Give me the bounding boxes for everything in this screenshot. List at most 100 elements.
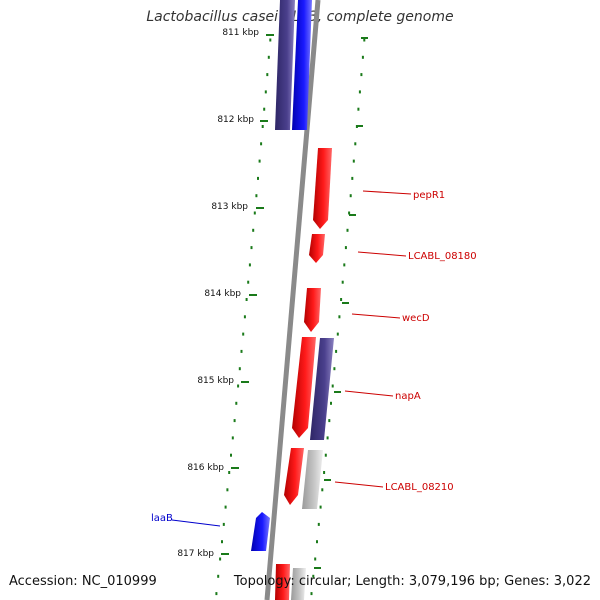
genome-summary-text: Topology: circular; Length: 3,079,196 bp… bbox=[233, 574, 591, 589]
label-line-LCABL_08180 bbox=[357, 251, 407, 257]
minor-tick-dot bbox=[335, 349, 338, 353]
ruler-label-815: 815 kbp bbox=[197, 376, 234, 386]
gene-pepR1[interactable] bbox=[313, 148, 332, 229]
label-line-laaB bbox=[171, 519, 221, 527]
minor-tick-dot bbox=[242, 332, 245, 336]
minor-tick-dot bbox=[257, 176, 259, 180]
feature-gray-LCABL_08210[interactable] bbox=[302, 450, 323, 509]
minor-tick-dot bbox=[360, 73, 363, 77]
minor-tick-dot bbox=[243, 315, 246, 319]
minor-tick-dot bbox=[226, 488, 229, 492]
minor-tick-dot bbox=[336, 332, 339, 336]
minor-tick-dot bbox=[260, 142, 263, 146]
minor-tick-dot bbox=[314, 557, 317, 561]
label-line-wecD bbox=[351, 313, 401, 319]
minor-tick-dot bbox=[341, 280, 344, 284]
minor-tick-dot bbox=[338, 315, 341, 319]
minor-tick-dot bbox=[348, 211, 351, 215]
minor-tick-dot bbox=[230, 453, 232, 457]
minor-tick-dot bbox=[310, 592, 313, 596]
minor-tick-dot bbox=[266, 73, 269, 77]
minor-tick-dot bbox=[238, 367, 241, 371]
gene-napA[interactable] bbox=[292, 337, 316, 438]
minor-tick-dot bbox=[340, 298, 343, 301]
ruler-label-813: 813 kbp bbox=[211, 202, 248, 212]
minor-tick-dot bbox=[324, 453, 327, 457]
minor-tick-dot bbox=[317, 522, 320, 526]
minor-tick-dot bbox=[269, 38, 272, 42]
minor-tick-dot bbox=[222, 522, 225, 526]
ruler-major-ticks bbox=[221, 34, 368, 569]
minor-tick-dot bbox=[217, 574, 220, 578]
minor-tick-dot bbox=[235, 401, 238, 405]
minor-tick-dot bbox=[328, 419, 331, 423]
ruler-label-816: 816 kbp bbox=[187, 463, 224, 473]
minor-tick-dot bbox=[354, 142, 357, 146]
minor-tick-dot bbox=[346, 228, 349, 232]
minor-tick-dot bbox=[316, 540, 318, 544]
minor-tick-dot bbox=[233, 419, 236, 423]
ruler-label-814: 814 kbp bbox=[204, 289, 241, 299]
feature-purple-napA[interactable] bbox=[310, 338, 334, 440]
minor-tick-dot bbox=[215, 592, 218, 596]
minor-tick-dot bbox=[363, 38, 366, 42]
gene-label-wecD[interactable]: wecD bbox=[402, 313, 430, 324]
minor-tick-dot bbox=[323, 471, 326, 474]
minor-tick-dot bbox=[351, 176, 354, 180]
minor-tick-dot bbox=[330, 401, 332, 405]
feature-blue-top[interactable] bbox=[292, 0, 312, 130]
minor-tick-dot bbox=[228, 471, 231, 474]
minor-tick-dot bbox=[326, 436, 329, 440]
gene-label-napA[interactable]: napA bbox=[395, 391, 421, 402]
label-line-pepR1 bbox=[362, 190, 412, 195]
genome-backbone bbox=[264, 0, 321, 600]
minor-tick-dot bbox=[247, 280, 250, 284]
minor-tick-dot bbox=[255, 194, 258, 198]
feature-red-bottom[interactable] bbox=[275, 564, 290, 600]
minor-tick-dot bbox=[250, 246, 253, 250]
minor-tick-dot bbox=[231, 436, 234, 440]
minor-tick-dot bbox=[240, 349, 243, 353]
gene-wecD[interactable] bbox=[304, 288, 321, 332]
minor-tick-dot bbox=[224, 505, 227, 509]
minor-tick-dot bbox=[267, 55, 270, 59]
minor-tick-dot bbox=[352, 159, 355, 163]
minor-tick-dot bbox=[358, 90, 361, 94]
minor-tick-dot bbox=[349, 194, 352, 198]
minor-tick-dot bbox=[331, 384, 334, 388]
feature-gray-bottom[interactable] bbox=[291, 568, 306, 600]
gene-LCABL_08210[interactable] bbox=[284, 448, 304, 505]
minor-tick-dot bbox=[361, 55, 364, 59]
gene-label-pepR1[interactable]: pepR1 bbox=[413, 190, 445, 201]
label-line-LCABL_08210 bbox=[334, 481, 384, 488]
gene-label-LCABL_08180[interactable]: LCABL_08180 bbox=[408, 251, 477, 262]
minor-tick-dot bbox=[312, 574, 315, 578]
minor-tick-dot bbox=[248, 263, 251, 267]
gene-label-laaB[interactable]: laaB bbox=[151, 513, 173, 524]
ruler-label-812: 812 kbp bbox=[217, 115, 254, 125]
minor-tick-dot bbox=[321, 488, 324, 492]
ruler-label-817: 817 kbp bbox=[177, 549, 214, 559]
minor-tick-dot bbox=[221, 540, 223, 544]
minor-tick-dot bbox=[237, 384, 240, 388]
minor-tick-dot bbox=[333, 367, 336, 371]
minor-tick-dot bbox=[357, 107, 360, 111]
ruler-label-811: 811 kbp bbox=[222, 28, 259, 38]
minor-tick-dot bbox=[263, 107, 266, 111]
label-line-napA bbox=[344, 390, 394, 397]
feature-purple-top[interactable] bbox=[275, 0, 295, 130]
gene-label-LCABL_08210[interactable]: LCABL_08210 bbox=[385, 482, 454, 493]
minor-tick-dot bbox=[252, 228, 255, 232]
minor-tick-dot bbox=[245, 298, 248, 301]
gene-LCABL_08180[interactable] bbox=[309, 234, 325, 263]
minor-tick-dot bbox=[261, 125, 264, 128]
minor-tick-dot bbox=[319, 505, 322, 509]
minor-tick-dot bbox=[264, 90, 267, 94]
accession-text: Accession: NC_010999 bbox=[9, 574, 157, 589]
gene-laaB[interactable] bbox=[251, 512, 270, 551]
minor-tick-dot bbox=[343, 263, 346, 267]
minor-ticks bbox=[215, 38, 366, 596]
minor-tick-dot bbox=[253, 211, 256, 215]
